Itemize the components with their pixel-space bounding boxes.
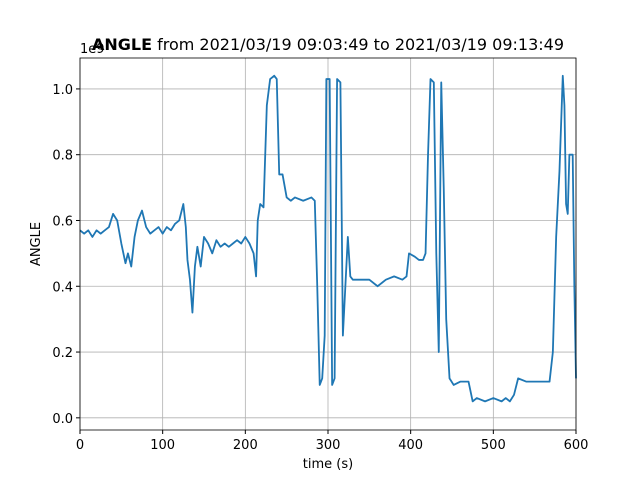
x-tick-label: 500 bbox=[481, 438, 506, 453]
y-tick-label: 0.2 bbox=[52, 346, 73, 361]
title-rest: from 2021/03/19 09:03:49 to 2021/03/19 0… bbox=[157, 35, 564, 54]
y-tick-label: 0.4 bbox=[52, 280, 73, 295]
x-tick-label: 400 bbox=[398, 438, 423, 453]
y-tick-label: 0.0 bbox=[52, 412, 73, 427]
title-bold: ANGLE bbox=[92, 35, 152, 54]
y-tick-label: 0.6 bbox=[52, 214, 73, 229]
x-axis-label: time (s) bbox=[303, 457, 353, 472]
data-line bbox=[79, 74, 577, 403]
x-tick-label: 200 bbox=[233, 438, 258, 453]
x-tick-label: 100 bbox=[150, 438, 175, 453]
x-tick-label: 600 bbox=[564, 438, 589, 453]
plot-frame bbox=[79, 57, 577, 431]
chart-title: ANGLE from 2021/03/19 09:03:49 to 2021/0… bbox=[92, 35, 564, 54]
x-tick-label: 0 bbox=[76, 438, 84, 453]
y-tick-label: 0.8 bbox=[52, 149, 73, 164]
y-offset-text: 1e9 bbox=[80, 42, 105, 57]
y-axis-label: ANGLE bbox=[29, 222, 44, 266]
y-tick-label: 1.0 bbox=[52, 83, 73, 98]
x-tick-label: 300 bbox=[316, 438, 341, 453]
